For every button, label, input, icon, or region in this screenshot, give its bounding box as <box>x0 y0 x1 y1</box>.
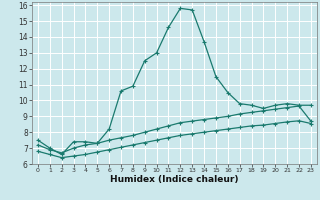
X-axis label: Humidex (Indice chaleur): Humidex (Indice chaleur) <box>110 175 239 184</box>
